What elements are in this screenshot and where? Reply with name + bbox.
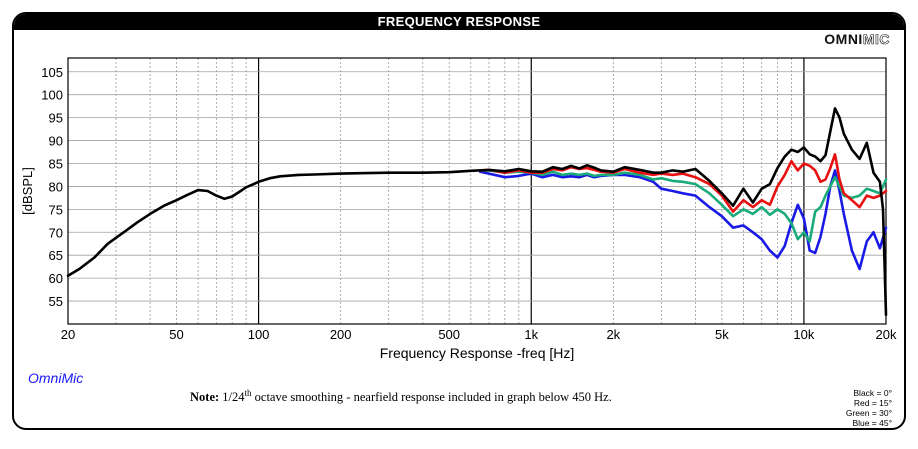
x-tick-label: 2k [606, 327, 620, 342]
x-tick-label: 1k [524, 327, 538, 342]
legend-entry-black: Black = 0° [853, 388, 892, 398]
angle-legend: Black = 0° Red = 15° Green = 30° Blue = … [846, 388, 892, 428]
series-line-red [478, 153, 888, 213]
y-tick-label: 65 [49, 248, 63, 263]
series-line-blue [478, 169, 888, 271]
legend-entry-blue: Blue = 45° [852, 418, 892, 428]
x-tick-label: 5k [715, 327, 729, 342]
series-line-green [478, 169, 888, 243]
plot-area-border [67, 57, 887, 325]
x-tick-label: 200 [330, 327, 352, 342]
y-tick-label: 85 [49, 156, 63, 171]
software-label: OmniMic [28, 370, 84, 386]
x-tick-label: 10k [793, 327, 814, 342]
legend-entry-green: Green = 30° [845, 408, 892, 418]
y-tick-label: 70 [49, 225, 63, 240]
note-superscript: th [244, 388, 252, 398]
x-tick-label: 500 [438, 327, 460, 342]
x-axis-label: Frequency Response -freq [Hz] [380, 345, 575, 361]
y-tick-label: 105 [41, 65, 63, 80]
x-tick-label: 50 [169, 327, 183, 342]
legend-entry-red: Red = 15° [853, 398, 892, 408]
y-tick-label: 100 [41, 88, 63, 103]
x-tick-label: 100 [248, 327, 270, 342]
y-tick-label: 60 [49, 271, 63, 286]
x-tick-label: 20 [61, 327, 75, 342]
chart-frame: FREQUENCY RESPONSE 20 50 100 200 500 1k 2k 5k 10… [12, 12, 906, 430]
logo-part-omni: OMNI [824, 31, 863, 47]
note-body-end: octave smoothing - nearfield response in… [251, 390, 612, 405]
note-body-start: 1/24 [222, 390, 245, 405]
series-line-black [66, 107, 888, 317]
y-tick-label: 90 [49, 134, 63, 149]
y-tick-label: 55 [49, 294, 63, 309]
omnimic-logo: OMNIMIC [824, 31, 890, 48]
chart-plot-svg: 20 50 100 200 500 1k 2k 5k 10k 20k 55 60 65 70 75 80 85 9… [20, 57, 897, 361]
y-axis-label: [dBSPL] [20, 167, 35, 215]
x-tick-label: 20k [876, 327, 897, 342]
chart-title: FREQUENCY RESPONSE [14, 14, 904, 30]
y-tick-label: 80 [49, 179, 63, 194]
logo-part-mic: MIC [862, 31, 890, 48]
note-prefix: Note: [190, 390, 220, 405]
y-tick-label: 75 [49, 202, 63, 217]
y-tick-label: 95 [49, 111, 63, 126]
smoothing-note: Note: 1/24th octave smoothing - nearfiel… [190, 388, 612, 405]
